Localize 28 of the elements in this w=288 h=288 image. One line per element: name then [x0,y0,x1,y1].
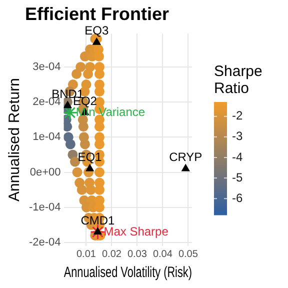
point [85,164,94,172]
series-label: Max Sharpe [104,224,169,238]
x-tick-label: 0.01 [76,248,96,260]
y-axis-title: Annualised Return [6,78,24,202]
y-tick-label: -1e-04 [29,201,61,214]
point [64,100,72,108]
y-tick-label: 1e-04 [32,131,61,144]
color-bar-label: -6 [232,190,243,205]
x-tick-label: 0.04 [152,248,173,260]
color-bar-title: Sharpe Ratio [214,63,262,97]
y-tick-label: 3e-04 [32,60,61,73]
color-bar-label: -2 [232,108,243,123]
annotation: CRYP [169,150,202,164]
x-tick-label: 0.05 [178,248,198,260]
point [90,224,106,240]
y-tick-label: -2e-04 [29,236,61,249]
x-axis-title: Annualised Volatility (Risk) [64,263,192,281]
point [93,226,102,234]
y-tick-label: 0e+00 [30,166,61,178]
color-bar-label: -5 [232,170,243,184]
x-tick-label: 0.02 [102,248,122,260]
color-bar-label: -4 [232,150,243,164]
point [92,37,102,45]
point [181,164,190,172]
x-tick-label: 0.03 [127,248,148,260]
chart-title: Efficient Frontier [24,4,170,24]
annotation: EQ3 [84,24,110,38]
color-bar-label: -3 [232,129,243,144]
